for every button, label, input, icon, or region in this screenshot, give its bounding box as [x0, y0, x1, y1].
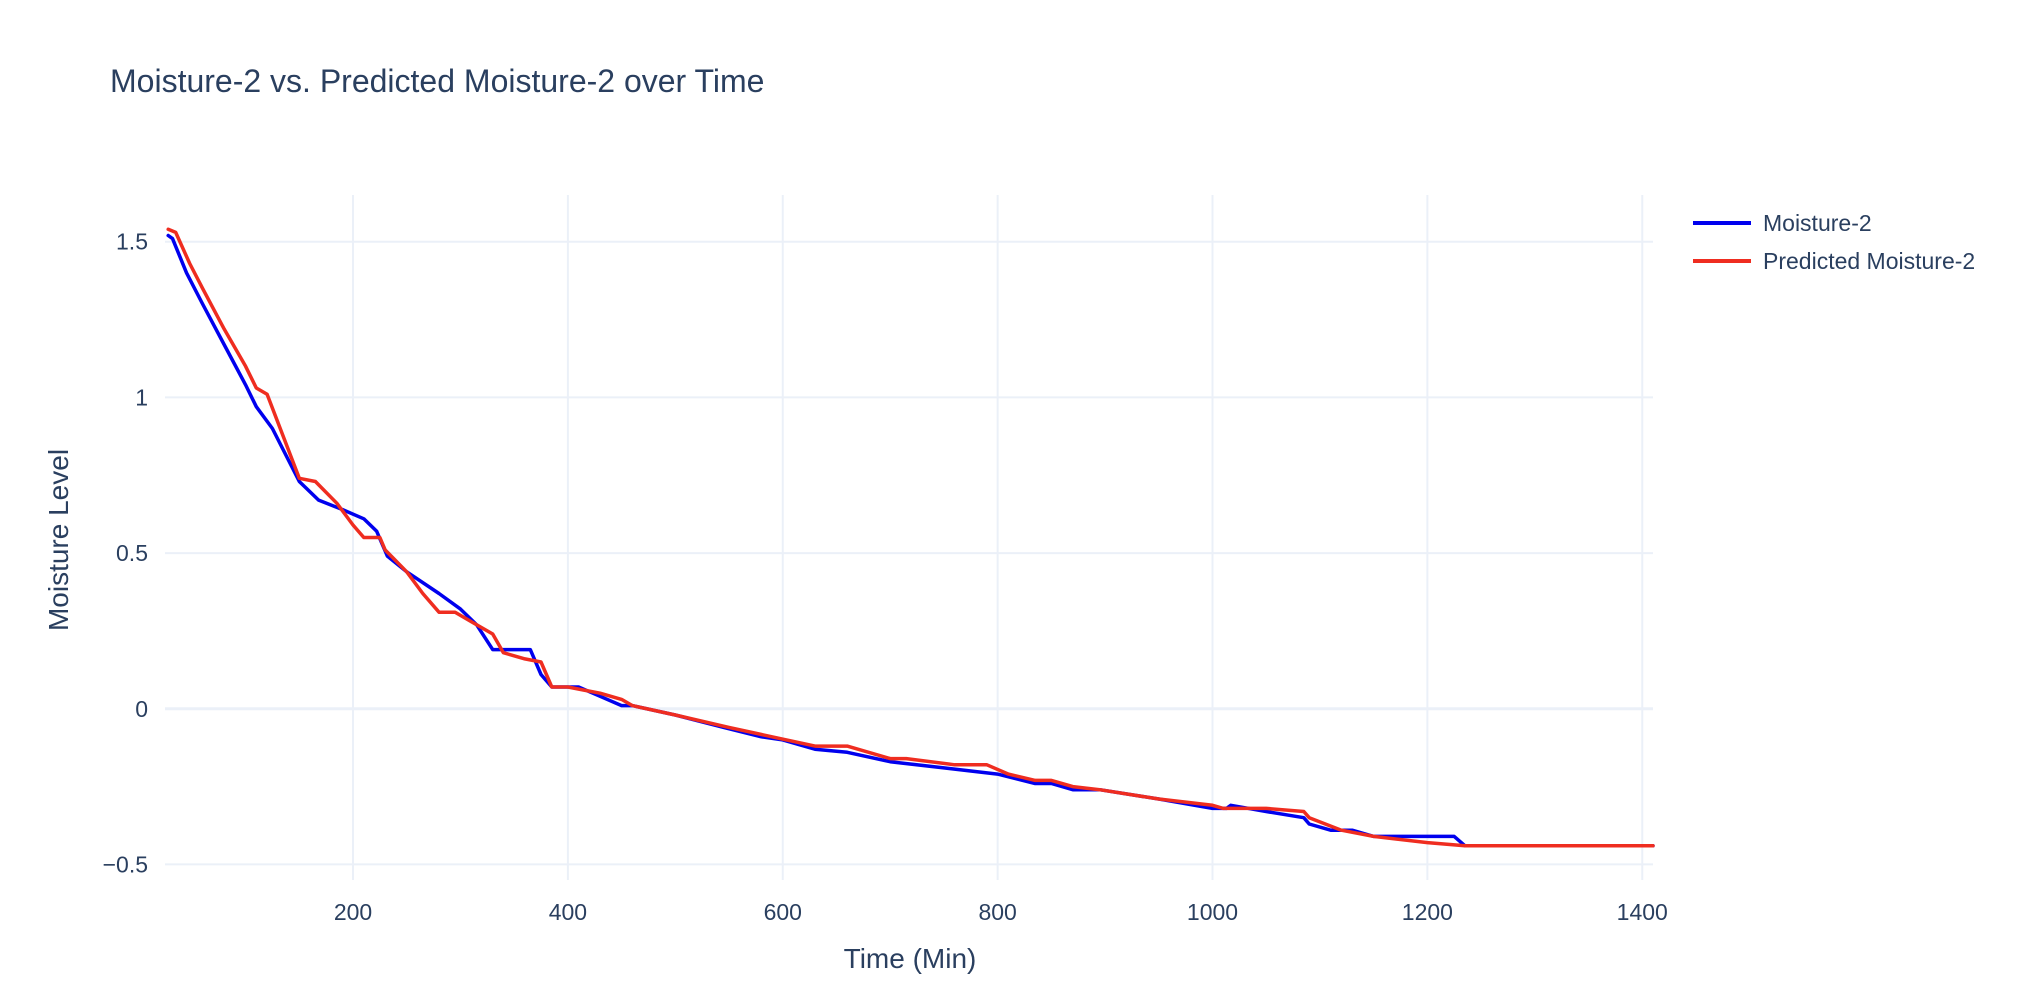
y-axis-title: Moisture Level [43, 449, 74, 631]
x-tick-label: 1400 [1617, 899, 1668, 925]
x-tick-label: 1000 [1187, 899, 1238, 925]
y-axis: −0.5 0 0.5 1 1.5 [103, 229, 148, 878]
y-tick-label: 0 [135, 696, 148, 722]
x-axis-title: Time (Min) [844, 943, 977, 974]
chart-title: Moisture-2 vs. Predicted Moisture-2 over… [110, 63, 764, 99]
y-tick-label: 0.5 [116, 540, 148, 566]
x-axis: 200 400 600 800 1000 1200 1400 [334, 899, 1668, 925]
x-gridlines [352, 195, 1644, 880]
y-tick-label: −0.5 [103, 851, 148, 877]
x-tick-label: 800 [978, 899, 1016, 925]
legend-label-predicted-moisture-2: Predicted Moisture-2 [1763, 248, 1975, 274]
series-line-moisture-2 [166, 233, 1655, 848]
x-tick-label: 1200 [1402, 899, 1453, 925]
x-tick-label: 200 [334, 899, 372, 925]
legend-item-predicted-moisture-2[interactable]: Predicted Moisture-2 [1693, 248, 1975, 274]
x-tick-label: 600 [764, 899, 802, 925]
legend-label-moisture-2: Moisture-2 [1763, 210, 1872, 236]
x-tick-label: 400 [549, 899, 587, 925]
plot-area [166, 227, 1655, 848]
y-gridlines [165, 240, 1653, 866]
y-tick-label: 1 [135, 384, 148, 410]
y-tick-label: 1.5 [116, 229, 148, 255]
legend: Moisture-2 Predicted Moisture-2 [1693, 210, 1975, 274]
legend-item-moisture-2[interactable]: Moisture-2 [1693, 210, 1872, 236]
series-line-predicted-moisture-2 [166, 227, 1655, 848]
